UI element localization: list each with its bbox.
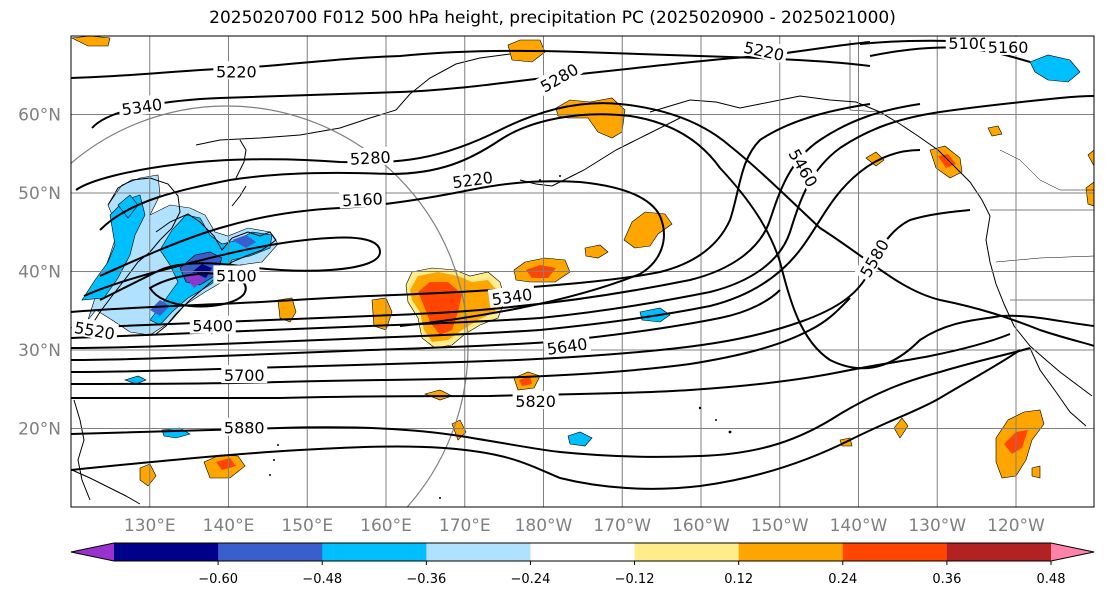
colorbar-tick-label: −0.12 — [615, 572, 655, 587]
contour-label: 5820 — [515, 392, 556, 411]
contour-label-bg — [71, 316, 120, 343]
colorbar-segment — [634, 543, 740, 561]
colorbar-extend-high — [1051, 543, 1094, 561]
colorbar-tick-label: −0.60 — [198, 572, 238, 587]
contour-label-bg — [448, 166, 497, 191]
contour-label-bg — [213, 265, 260, 284]
colorbar-outline — [70, 542, 1095, 562]
longitude-label: 170°E — [439, 516, 491, 536]
contour-label-bg — [117, 93, 166, 118]
colorbar: −0.60 −0.48 −0.36 −0.24 −0.12 0.12 0.24 0.36 0.4… — [70, 542, 1095, 587]
colorbar-segment — [322, 543, 427, 561]
contour-label-bg — [534, 57, 584, 97]
contour-label-bg — [487, 283, 536, 308]
contour-label-bg — [338, 188, 386, 209]
colorbar-tick-label: 0.36 — [932, 572, 961, 587]
colorbar-segment — [530, 543, 636, 561]
colorbar-segment — [946, 543, 1052, 561]
latitude-label: 30°N — [18, 341, 61, 361]
longitude-label: 160°E — [360, 516, 412, 536]
colorbar-tick-label: 0.12 — [724, 572, 753, 587]
colorbar-tick-label: −0.48 — [302, 572, 342, 587]
island-markers — [269, 175, 732, 499]
contour-label: 5880 — [224, 419, 265, 438]
contour-label: 5700 — [224, 366, 265, 385]
longitude-label: 180°W — [515, 516, 573, 536]
colorbar-segment — [218, 543, 323, 561]
colorbar-extend-low — [71, 543, 114, 561]
contour-label-bg — [189, 315, 236, 334]
longitude-label: 130°W — [908, 516, 966, 536]
contour-label: 5100 — [948, 34, 989, 53]
plot-frame — [70, 35, 1095, 508]
contour-label-bg — [854, 233, 893, 283]
colorbar-tick-label: −0.36 — [406, 572, 446, 587]
contour-label-bg — [985, 36, 1032, 55]
contour-label: 5280 — [349, 148, 391, 169]
longitude-axis: 130°E 140°E 150°E 160°E 170°E 180°W 170°W 160°W… — [124, 516, 1045, 536]
colorbar-tick-label: 0.48 — [1037, 572, 1066, 587]
latitude-axis: 60°N 50°N 40°N 30°N 20°N — [18, 106, 61, 440]
longitude-label: 140°E — [203, 516, 255, 536]
longitude-label: 140°W — [830, 516, 888, 536]
contour-label: 5220 — [216, 62, 257, 81]
longitude-label: 150°W — [751, 516, 809, 536]
colorbar-segment — [426, 543, 531, 561]
colorbar-tick-label: −0.24 — [511, 572, 551, 587]
political-borders — [849, 40, 1094, 301]
longitude-label: 160°W — [672, 516, 730, 536]
latitude-label: 40°N — [18, 263, 61, 283]
latitude-label: 60°N — [18, 106, 61, 126]
contour-label: 5100 — [216, 266, 257, 285]
contour-label-bg — [945, 36, 992, 52]
contour-label-bg — [213, 61, 260, 80]
longitude-label: 130°E — [124, 516, 176, 536]
longitude-label: 150°E — [281, 516, 333, 536]
colorbar-segment — [738, 543, 844, 561]
contour-label-bg — [542, 332, 592, 358]
contour-label-bg — [221, 417, 268, 436]
coastlines — [71, 53, 1093, 505]
colorbar-tick-label: 0.24 — [828, 572, 857, 587]
contour-label-bg — [346, 146, 394, 167]
contour-label: 5400 — [192, 317, 233, 336]
latitude-label: 20°N — [18, 420, 61, 440]
chart-title: 2025020700 F012 500 hPa height, precipit… — [209, 8, 896, 28]
longitude-label: 120°W — [987, 516, 1045, 536]
colorbar-segment — [842, 543, 948, 561]
latitude-label: 50°N — [18, 184, 61, 204]
contour-label-bg — [512, 391, 559, 410]
contour-label: 5160 — [342, 189, 384, 210]
colorbar-segment — [114, 543, 219, 561]
longitude-label: 170°W — [593, 516, 651, 536]
contour-label-bg — [784, 142, 824, 192]
contour-label-bg — [221, 365, 268, 384]
contour-label: 5160 — [988, 38, 1029, 57]
contour-label-bg — [739, 36, 789, 64]
